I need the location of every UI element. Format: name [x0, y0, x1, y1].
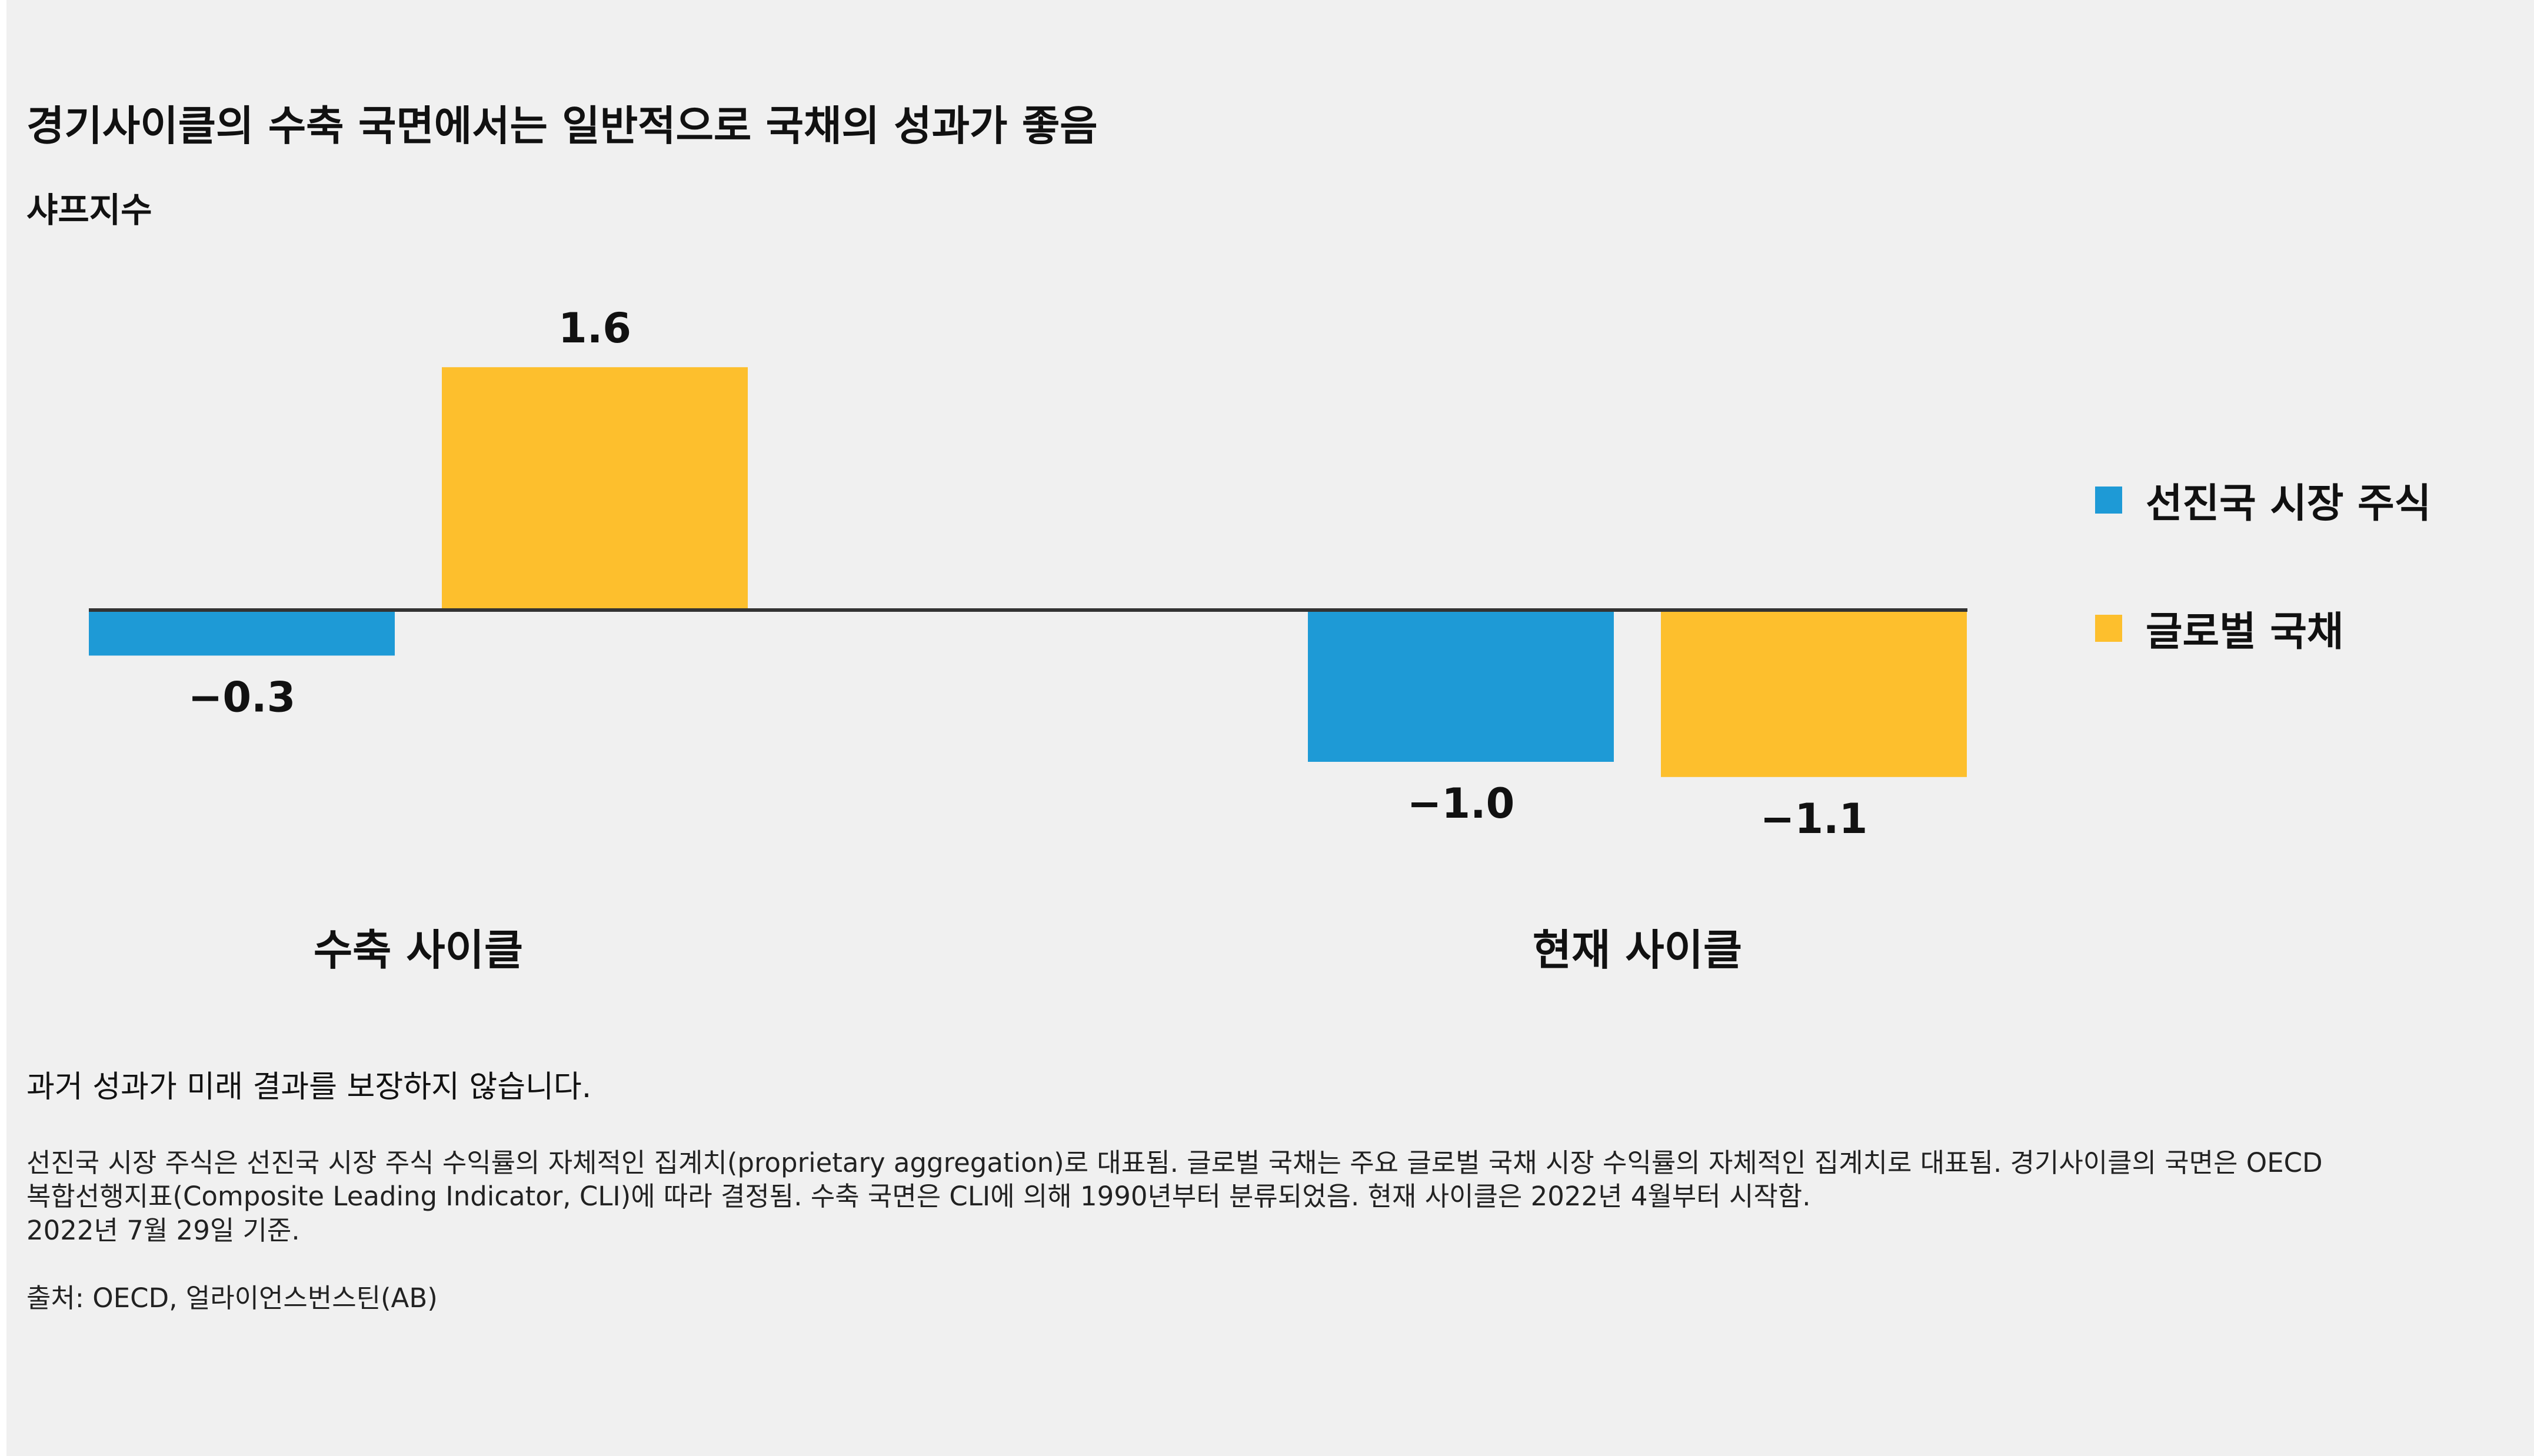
category-label-2: 현재 사이클 [1533, 925, 1742, 975]
footnote-line-3: 2022년 7월 29일 기준. [26, 1215, 300, 1246]
source-note: 출처: OECD, 얼라이언스번스틴(AB) [26, 1282, 438, 1314]
bar-govt-bonds-2 [1661, 610, 1967, 777]
y-axis-label: 샤프지수 [26, 190, 152, 230]
bar-equities-1 [89, 610, 395, 656]
legend-label-equities: 선진국 시장 주식 [2146, 481, 2432, 527]
chart-page: 경기사이클의 수축 국면에서는 일반적으로 국채의 성과가 좋음 샤프지수 −0… [6, 0, 2534, 1456]
data-label-govt-bonds-1: 1.6 [558, 304, 631, 352]
legend-item-govt-bonds: 글로벌 국채 [2095, 599, 2343, 657]
bar-chart: −0.3 1.6 −1.0 −1.1 수축 사이클 현재 사이클 [89, 304, 1967, 975]
legend-item-equities: 선진국 시장 주식 [2095, 471, 2431, 529]
bar-equities-2 [1308, 610, 1614, 762]
legend-swatch-govt-bonds [2095, 614, 2122, 642]
legend-swatch-equities [2095, 486, 2122, 514]
category-label-1: 수축 사이클 [314, 925, 523, 975]
data-label-equities-1: −0.3 [188, 673, 296, 721]
data-label-equities-2: −1.0 [1407, 779, 1515, 828]
disclaimer: 과거 성과가 미래 결과를 보장하지 않습니다. [26, 1069, 592, 1105]
chart-title: 경기사이클의 수축 국면에서는 일반적으로 국채의 성과가 좋음 [26, 102, 1098, 150]
data-label-govt-bonds-2: −1.1 [1760, 795, 1868, 843]
legend-label-govt-bonds: 글로벌 국채 [2146, 609, 2344, 655]
bar-govt-bonds-1 [442, 367, 748, 610]
footnote-line-2: 복합선행지표(Composite Leading Indicator, CLI)… [26, 1181, 1811, 1212]
footnote-line-1: 선진국 시장 주식은 선진국 시장 주식 수익률의 자체적인 집계치(propr… [26, 1147, 2323, 1178]
